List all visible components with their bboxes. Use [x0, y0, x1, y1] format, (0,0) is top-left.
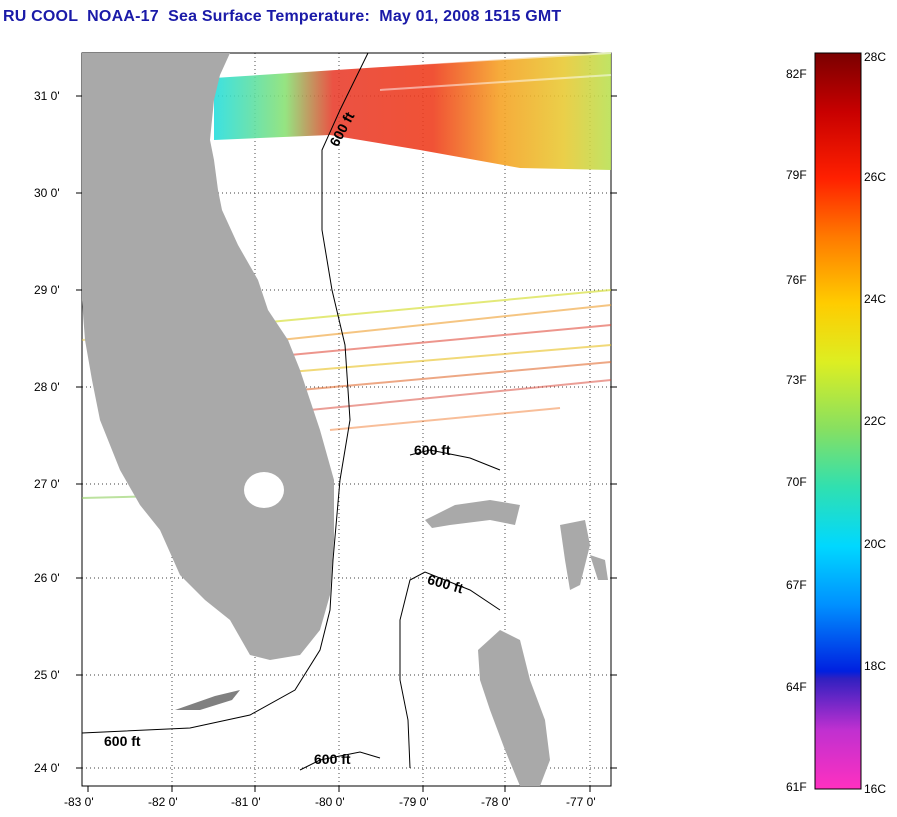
florida-keys	[175, 690, 240, 710]
lat-tick-label: 29 0'	[34, 283, 60, 297]
contour-label: 600 ft	[104, 733, 141, 749]
cb-c-label: 24C	[864, 292, 887, 306]
chart-title: RU COOL NOAA-17 Sea Surface Temperature:…	[3, 8, 562, 25]
cb-c-label: 16C	[864, 782, 887, 796]
cb-f-label: 64F	[786, 680, 807, 694]
lat-tick-label: 24 0'	[34, 761, 60, 775]
axis-ticks	[76, 95, 617, 792]
lat-tick-label: 27 0'	[34, 477, 60, 491]
lake-okeechobee	[244, 472, 284, 508]
bahamas-andros	[478, 630, 550, 786]
florida-land	[82, 53, 334, 660]
bahamas-north-cays	[590, 555, 608, 580]
lat-tick-label: 26 0'	[34, 571, 60, 585]
cb-f-label: 67F	[786, 578, 807, 592]
contour-label: 600 ft	[414, 442, 451, 458]
lat-tick-label: 28 0'	[34, 380, 60, 394]
lon-tick-label: -81 0'	[231, 795, 261, 809]
contour-label: 600 ft	[314, 751, 351, 767]
lon-tick-label: -82 0'	[148, 795, 178, 809]
lat-tick-label: 25 0'	[34, 668, 60, 682]
lon-tick-label: -78 0'	[481, 795, 511, 809]
cb-f-label: 82F	[786, 67, 807, 81]
isobath-600ft	[81, 52, 501, 771]
lat-tick-label: 31 0'	[34, 89, 60, 103]
cb-c-label: 28C	[864, 50, 887, 64]
cb-c-label: 20C	[864, 537, 887, 551]
cb-f-label: 76F	[786, 273, 807, 287]
cb-f-label: 70F	[786, 475, 807, 489]
cb-c-label: 18C	[864, 659, 887, 673]
lon-tick-label: -79 0'	[399, 795, 429, 809]
cb-f-label: 73F	[786, 373, 807, 387]
cb-f-label: 79F	[786, 168, 807, 182]
lon-axis: -83 0' -82 0' -81 0' -80 0' -79 0' -78 0…	[64, 795, 596, 809]
lat-tick-label: 30 0'	[34, 186, 60, 200]
lon-tick-label: -77 0'	[566, 795, 596, 809]
sst-map: 600 ft 600 ft 600 ft 600 ft 600 ft 31 0'…	[34, 52, 617, 809]
cb-c-label: 26C	[864, 170, 887, 184]
bahamas-grand-bahama	[425, 500, 520, 528]
lon-tick-label: -83 0'	[64, 795, 94, 809]
color-scale-bar	[814, 52, 862, 790]
lat-axis: 31 0' 30 0' 29 0' 28 0' 27 0' 26 0' 25 0…	[34, 89, 60, 775]
lon-tick-label: -80 0'	[315, 795, 345, 809]
cb-f-label: 61F	[786, 780, 807, 794]
color-scale-legend: 82F 79F 76F 73F 70F 67F 64F 61F 28C 26C …	[780, 50, 897, 796]
cb-c-label: 22C	[864, 414, 887, 428]
bahamas-abaco	[560, 520, 590, 590]
